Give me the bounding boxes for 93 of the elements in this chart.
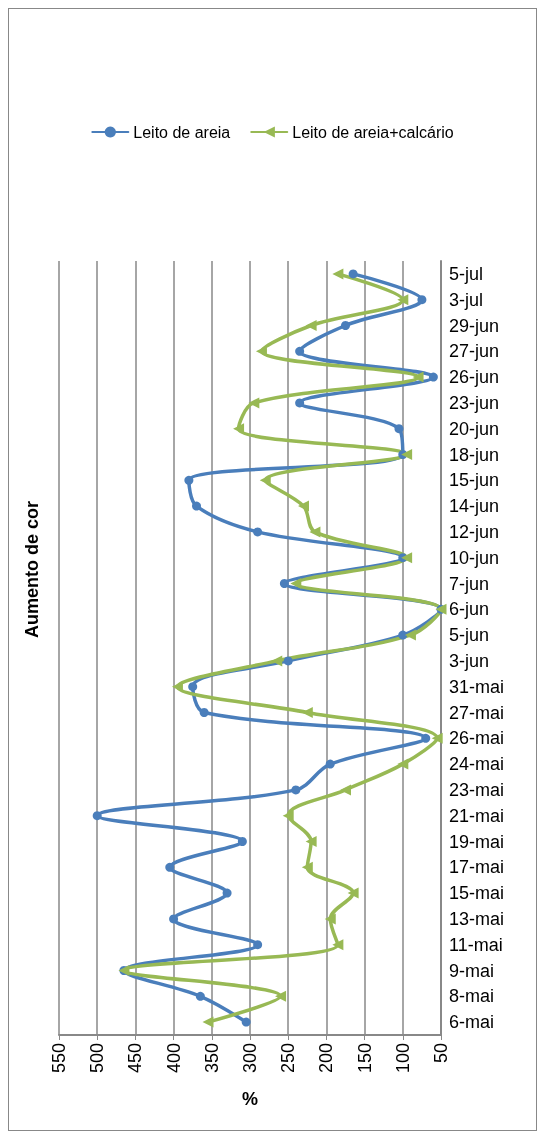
y-tick-label: 26-jun: [449, 367, 500, 388]
x-tick-label: 400: [163, 1043, 184, 1074]
point: [347, 887, 359, 899]
point: [394, 424, 404, 434]
point: [237, 837, 247, 846]
x-tick-label: 350: [201, 1043, 222, 1074]
point: [295, 398, 305, 408]
point: [325, 759, 335, 769]
x-tick-label: 450: [125, 1043, 146, 1074]
point: [412, 371, 424, 383]
y-tick-label: 23-mai: [449, 779, 505, 800]
x-tick-label: 550: [49, 1043, 69, 1074]
y-tick-label: 18-jun: [449, 444, 500, 465]
point: [184, 475, 194, 485]
text: Aumento de cor: [22, 500, 42, 639]
point: [417, 295, 427, 305]
point: [398, 630, 408, 640]
point: [404, 629, 416, 641]
x-tick-label: 300: [240, 1043, 260, 1074]
y-tick-label: 24-mai: [449, 754, 505, 775]
point: [297, 500, 309, 512]
point: [428, 372, 438, 382]
point: [397, 294, 409, 306]
point: [282, 810, 294, 822]
point: [291, 785, 301, 795]
point: [341, 321, 350, 330]
y-tick-label: 21-mai: [449, 805, 505, 826]
y-tick-label: 5-jul: [449, 263, 484, 284]
point: [195, 991, 205, 1001]
point: [275, 990, 287, 1002]
y-tick-label: 3-jun: [449, 650, 490, 671]
y-tick-label: 5-jun: [449, 625, 490, 646]
y-tick-label: 15-mai: [449, 883, 505, 904]
point: [324, 913, 336, 925]
legend-label: Leito de areia+calcário: [292, 123, 454, 141]
point: [253, 527, 263, 537]
y-tick-label: 31-mai: [449, 676, 505, 697]
point: [188, 682, 198, 692]
point: [253, 940, 263, 950]
y-tick-label: 3-jul: [449, 289, 484, 310]
y-tick-label: 13-mai: [449, 908, 505, 929]
y-tick-label: 8-mai: [449, 986, 495, 1007]
x-axis-title: %: [241, 1089, 259, 1109]
point: [283, 656, 293, 666]
point: [202, 1016, 214, 1028]
point: [199, 708, 209, 717]
point: [305, 836, 317, 847]
y-tick-label: 6-jun: [449, 599, 490, 620]
y-tick-label: 19-mai: [449, 831, 505, 852]
x-tick-label: 100: [392, 1043, 413, 1074]
point: [222, 888, 232, 898]
y-tick-label: 10-jun: [449, 547, 500, 568]
legend-label: Leito de areia: [133, 123, 231, 141]
point: [241, 1017, 251, 1027]
point: [332, 939, 344, 951]
y-tick-label: 17-mai: [449, 857, 505, 878]
y-tick-label: 12-jun: [449, 521, 500, 542]
point: [431, 732, 443, 744]
y-tick-label: 7-jun: [449, 573, 490, 594]
point: [169, 914, 179, 924]
point: [192, 501, 202, 511]
point: [348, 269, 358, 279]
point: [165, 862, 175, 872]
point: [332, 268, 344, 280]
y-tick-label: 15-jun: [449, 470, 500, 491]
y-tick-label: 14-jun: [449, 496, 500, 517]
point: [290, 578, 302, 589]
y-tick-label: 27-jun: [449, 341, 500, 362]
point: [401, 552, 413, 564]
y-tick-label: 11-mai: [449, 934, 503, 955]
x-tick-label: 200: [316, 1043, 337, 1074]
point: [421, 733, 431, 743]
x-tick-label: 50: [431, 1043, 451, 1064]
point: [248, 397, 260, 409]
x-tick-label: 500: [87, 1043, 108, 1074]
y-tick-label: 6-mai: [449, 1012, 495, 1033]
x-tick-label: 150: [354, 1043, 375, 1074]
y-tick-label: 9-mai: [449, 960, 495, 981]
point: [309, 526, 321, 538]
point: [295, 346, 305, 356]
point: [340, 784, 351, 796]
point: [397, 758, 409, 770]
y-tick-label: 23-jun: [449, 392, 500, 413]
y-tick-label: 20-jun: [449, 418, 500, 439]
point: [279, 579, 289, 588]
point: [301, 861, 313, 873]
point: [305, 320, 317, 331]
y-tick-label: 27-mai: [449, 702, 505, 723]
x-tick-label: 250: [278, 1043, 299, 1074]
y-tick-label: 29-jun: [449, 315, 500, 336]
y-tick-label: 26-mai: [449, 728, 505, 749]
point: [92, 811, 102, 821]
point: [401, 449, 413, 460]
